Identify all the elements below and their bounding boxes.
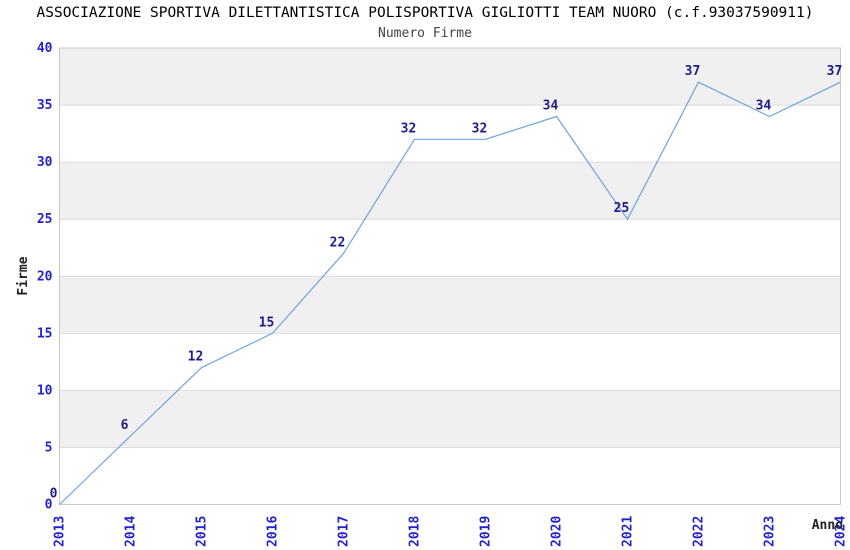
plot-band	[59, 390, 841, 448]
x-tick-label: 2013	[53, 516, 68, 547]
data-point-label: 25	[614, 201, 630, 216]
x-tick-label: 2019	[479, 516, 494, 547]
x-axis-title: Anno	[812, 518, 843, 533]
y-tick-label: 20	[37, 269, 53, 284]
data-point-label: 37	[685, 64, 701, 79]
data-line	[59, 81, 841, 505]
y-tick-label: 15	[37, 326, 53, 341]
data-point-label: 15	[259, 315, 275, 330]
x-tick-label: 2018	[408, 516, 423, 547]
y-tick-label: 40	[37, 41, 53, 56]
y-tick-label: 30	[37, 155, 53, 170]
plot-band	[59, 162, 841, 220]
x-tick-label: 2023	[763, 516, 778, 547]
data-point-label: 6	[121, 418, 129, 433]
x-tick-label: 2021	[621, 516, 636, 547]
chart-title: ASSOCIAZIONE SPORTIVA DILETTANTISTICA PO…	[36, 5, 814, 21]
plot-band	[59, 48, 841, 106]
band-layer	[59, 48, 841, 448]
x-tick-label: 2015	[195, 516, 210, 547]
data-point-label: 32	[401, 121, 417, 136]
x-tick-label: 2024	[834, 516, 849, 547]
y-tick-layer: 0 5 10 15 20 25 30 35 40	[37, 41, 53, 513]
y-tick-label: 5	[45, 440, 53, 455]
x-tick-label: 2020	[550, 516, 565, 547]
chart-subtitle: Numero Firme	[378, 26, 472, 41]
data-point-label: 37	[827, 64, 843, 79]
y-tick-label: 10	[37, 383, 53, 398]
data-point-label: 34	[756, 98, 772, 113]
data-point-label: 34	[543, 98, 559, 113]
x-tick-layer: 2013 2014 2015 2016 2017 2018 2019 2020 2021 2022…	[53, 516, 849, 547]
plot-band	[59, 276, 841, 334]
data-point-label: 22	[330, 235, 346, 250]
data-point-label: 0	[50, 487, 58, 502]
y-axis-title: Firme	[16, 256, 31, 295]
x-tick-label: 2016	[266, 516, 281, 547]
point-label-layer: 0 6 12 15 22 32 32 34 25 37 34 37	[50, 64, 843, 501]
y-tick-label: 25	[37, 212, 53, 227]
y-tick-label: 0	[45, 498, 53, 513]
x-tick-label: 2017	[337, 516, 352, 547]
x-tick-label: 2014	[124, 516, 139, 547]
data-point-label: 32	[472, 121, 488, 136]
y-tick-label: 35	[37, 98, 53, 113]
plot-border	[59, 47, 841, 505]
data-point-label: 12	[188, 350, 204, 365]
x-tick-label: 2022	[692, 516, 707, 547]
